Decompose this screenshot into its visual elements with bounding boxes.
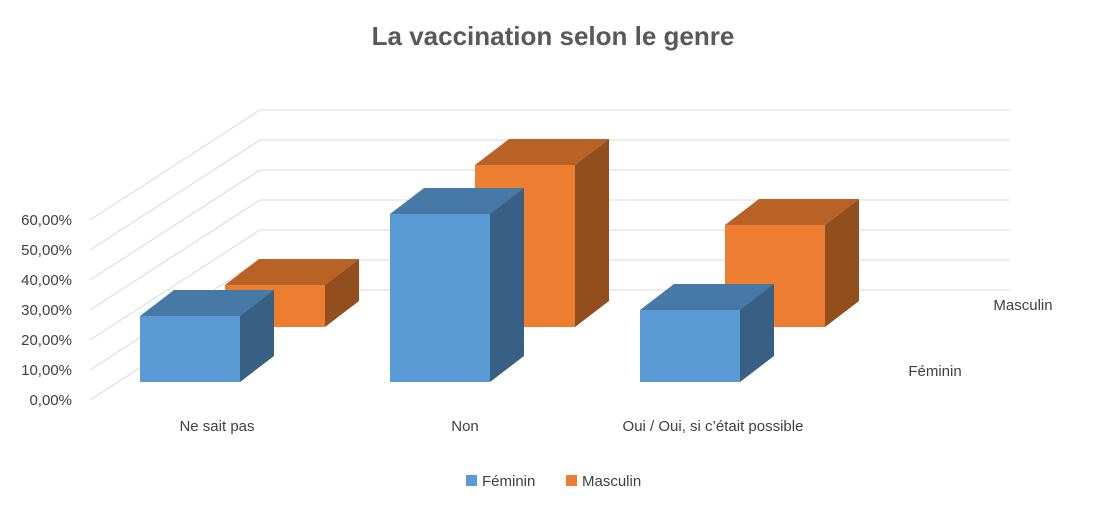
depth-axis-labels: Féminin Masculin [908,297,1052,380]
bar-feminin [390,188,524,382]
category-label: Non [451,418,479,435]
y-tick-label: 30,00% [21,302,72,319]
bar-side [240,290,274,382]
gridline-side [89,139,261,251]
category-label: Ne sait pas [179,418,254,435]
gridline-side [89,229,261,341]
bar-top [725,199,859,225]
legend-label: Féminin [482,473,535,490]
y-tick-label: 10,00% [21,362,72,379]
bars [140,139,859,382]
bar-side [325,259,359,327]
category-labels: Ne sait pas Non Oui / Oui, si c’était poss… [179,418,803,435]
legend-swatch [466,475,477,486]
bar-feminin [140,290,274,382]
bar-top [640,284,774,310]
y-tick-label: 40,00% [21,272,72,289]
bar-top [390,188,524,214]
gridline-side [89,199,261,311]
gridline-side [89,109,261,221]
bar-front [140,316,240,382]
bar-side [825,199,859,327]
bar-top [140,290,274,316]
legend-swatch [566,475,577,486]
legend: Féminin Masculin [466,473,641,490]
legend-label: Masculin [582,473,641,490]
depth-label-feminin: Féminin [908,363,961,380]
depth-label-masculin: Masculin [993,297,1052,314]
bar-front [390,214,490,382]
chart-title: La vaccination selon le genre [372,21,735,51]
category-label: Oui / Oui, si c’était possible [623,418,804,435]
y-tick-label: 60,00% [21,212,72,229]
bar-top [225,259,359,285]
bar-feminin [640,284,774,382]
y-axis-ticks: 0,00% 10,00% 20,00% 30,00% 40,00% 50,00% 60,00… [21,212,72,409]
bar-side [575,139,609,327]
bar-front [640,310,740,382]
y-tick-label: 50,00% [21,242,72,259]
bar-side [490,188,524,382]
bar-top [475,139,609,165]
gridlines [89,109,1010,401]
gridline-side [89,169,261,281]
y-tick-label: 20,00% [21,332,72,349]
y-tick-label: 0,00% [29,392,72,409]
bar-side [740,284,774,382]
